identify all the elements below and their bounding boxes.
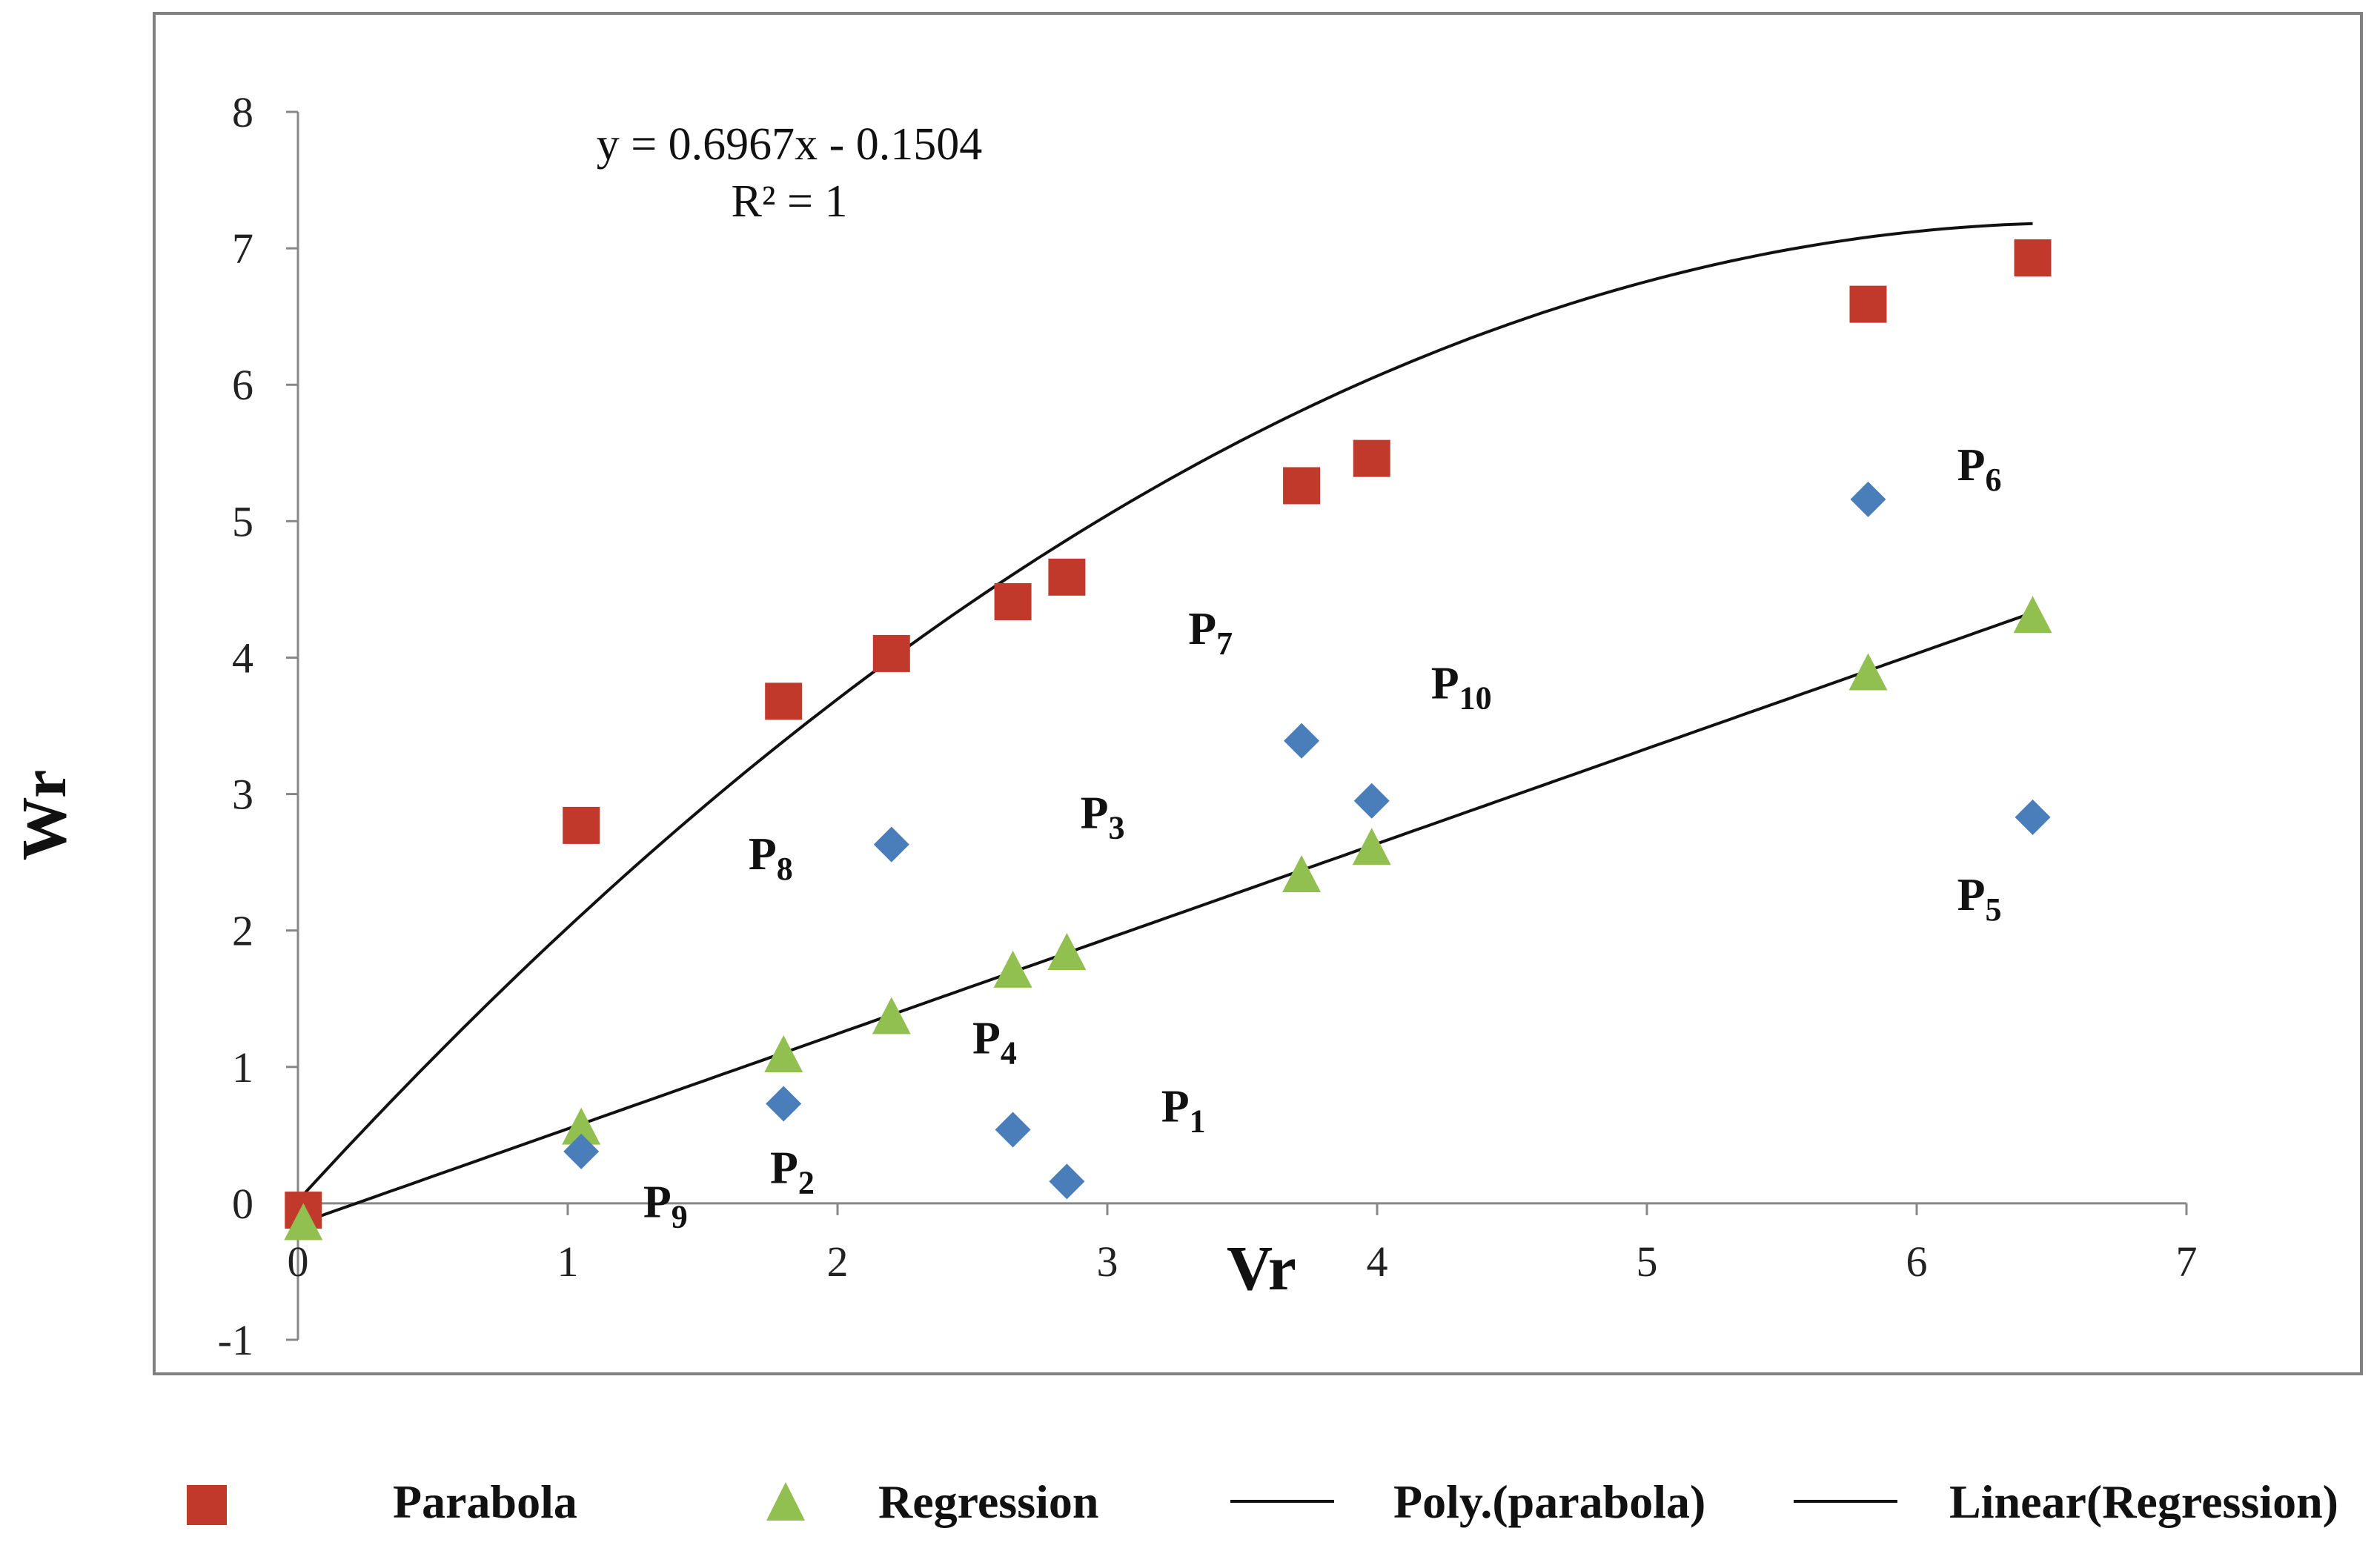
point-label-p7: P7 [1188,604,1233,662]
observed-point [2015,799,2051,835]
parabola-point [1849,285,1887,323]
regression-point [562,1107,601,1145]
y-tick-label: 6 [232,361,253,409]
observed-point [995,1112,1031,1148]
legend-label: Regression [878,1475,1098,1528]
y-tick-label: -1 [218,1316,253,1364]
regression-point [1849,653,1888,691]
observed-point [1284,722,1320,759]
y-tick-label: 5 [232,497,253,545]
point-label-p8: P8 [749,829,793,887]
trendlines [302,222,2034,1223]
regression-point [1047,932,1087,970]
parabola-point [994,582,1032,620]
regression-point [1352,828,1391,866]
x-tick-label: 4 [1367,1238,1388,1286]
point-labels: P1 P2 P3 P4 P5 P6 P7 P8 P9 P10 [643,440,2002,1235]
x-tick-label: 2 [827,1238,849,1286]
parabola-point [563,806,600,844]
data-points [284,239,2052,1240]
x-tick-label: 1 [557,1238,579,1286]
parabola-point [1283,467,1321,505]
point-label-p4: P4 [972,1013,1017,1071]
x-tick-label: 3 [1097,1238,1118,1286]
chart-frame [153,12,2363,1375]
point-label-p10: P10 [1431,659,1492,717]
legend: Parabola Regression Poly.(parabola) Linear(… [187,1475,2338,1528]
y-tick-label: 7 [232,225,253,273]
observed-point [1850,481,1886,517]
observed-point [1049,1163,1085,1200]
observed-point [873,826,909,863]
axes: -1 0 1 2 3 4 5 6 7 8 0 1 2 3 4 5 6 7 [218,88,2198,1364]
parabola-point [872,634,910,672]
point-label-p2: P2 [770,1143,815,1200]
observed-point [1353,783,1390,819]
r-squared-label: R² = 1 [732,176,848,227]
y-tick-label: 8 [232,88,253,136]
x-tick-label: 7 [2176,1238,2198,1286]
x-tick-label: 6 [1906,1238,1928,1286]
regression-point [1282,855,1322,893]
regression-equation: y = 0.6967x - 0.1504 [597,119,983,170]
y-tick-label: 4 [232,634,253,682]
parabola-point [1353,439,1390,477]
legend-label: Linear(Regression) [1949,1475,2338,1528]
point-label-p5: P5 [1957,870,2002,928]
point-label-p1: P1 [1161,1081,1206,1139]
observed-point [766,1086,802,1122]
x-axis-title: Vr [1227,1232,1296,1303]
poly-trendline [302,222,2033,1196]
regression-point [764,1035,803,1073]
y-tick-label: 0 [232,1180,253,1228]
legend-regression-swatch [766,1482,805,1521]
regression-point [993,950,1032,988]
legend-label: Poly.(parabola) [1393,1475,1705,1528]
parabola-point [765,682,803,720]
y-tick-label: 3 [232,771,253,819]
point-label-p6: P6 [1957,440,2002,498]
y-axis-title: Wr [8,770,79,861]
legend-parabola-swatch [187,1485,227,1525]
parabola-point [1048,558,1086,596]
point-label-p9: P9 [643,1177,688,1235]
observed-point [563,1133,600,1169]
legend-label: Parabola [393,1475,577,1528]
parabola-point [2014,239,2052,276]
regression-point [2013,596,2052,634]
regression-point [872,997,911,1034]
x-tick-label: 0 [288,1238,309,1286]
y-tick-label: 1 [232,1043,253,1092]
point-label-p3: P3 [1081,788,1125,846]
y-tick-label: 2 [232,907,253,955]
x-tick-label: 5 [1637,1238,1658,1286]
linear-trendline [302,611,2034,1223]
regression-point [284,1203,323,1240]
